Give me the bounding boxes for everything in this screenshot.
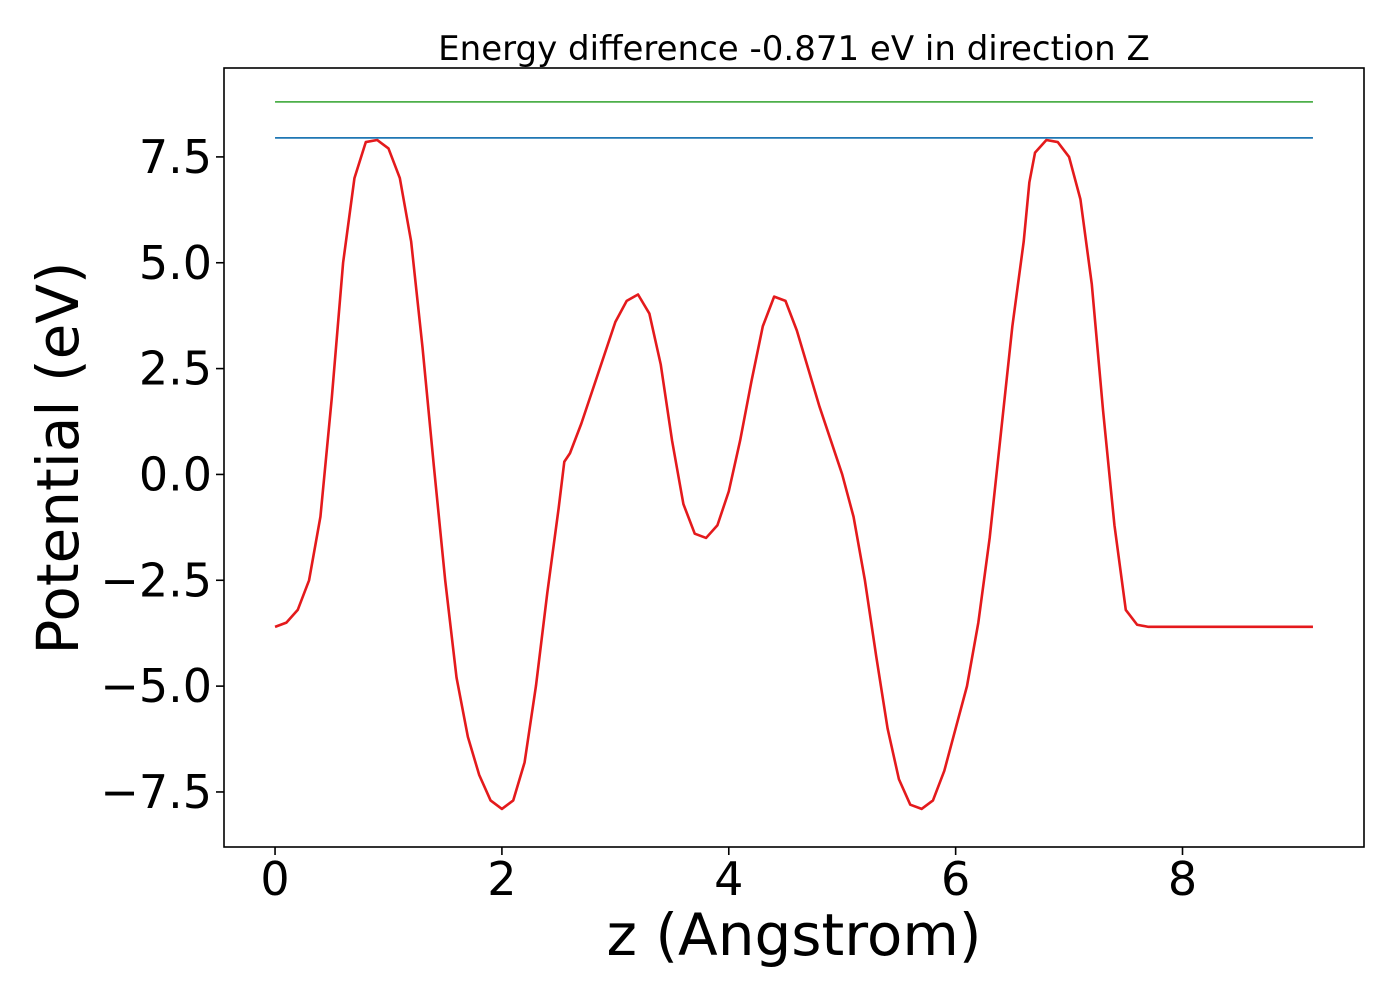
y-tick-label: −2.5: [100, 553, 212, 607]
y-axis-label: Potential (eV): [24, 261, 92, 654]
y-tick-label: 5.0: [139, 236, 212, 290]
x-tick-label: 6: [941, 852, 970, 906]
y-axis: 7.5 5.0 2.5 0.0 −2.5 −5.0 −7.5: [100, 130, 224, 819]
x-axis-label: z (Angstrom): [607, 901, 982, 969]
y-tick-label: 7.5: [139, 130, 212, 184]
chart-title: Energy difference -0.871 eV in direction…: [438, 29, 1150, 69]
y-tick-label: −7.5: [100, 765, 212, 819]
x-axis: 0 2 4 6 8: [260, 847, 1197, 906]
series-line-0: [274, 138, 1313, 811]
plot-frame: [223, 67, 1365, 848]
y-tick-label: −5.0: [100, 659, 212, 713]
y-tick-label: 0.0: [139, 447, 212, 501]
x-tick-label: 8: [1168, 852, 1197, 906]
y-tick-label: 2.5: [139, 342, 212, 396]
x-tick-label: 0: [260, 852, 289, 906]
x-tick-label: 4: [714, 852, 743, 906]
x-tick-label: 2: [487, 852, 516, 906]
series-layer: [274, 100, 1313, 811]
